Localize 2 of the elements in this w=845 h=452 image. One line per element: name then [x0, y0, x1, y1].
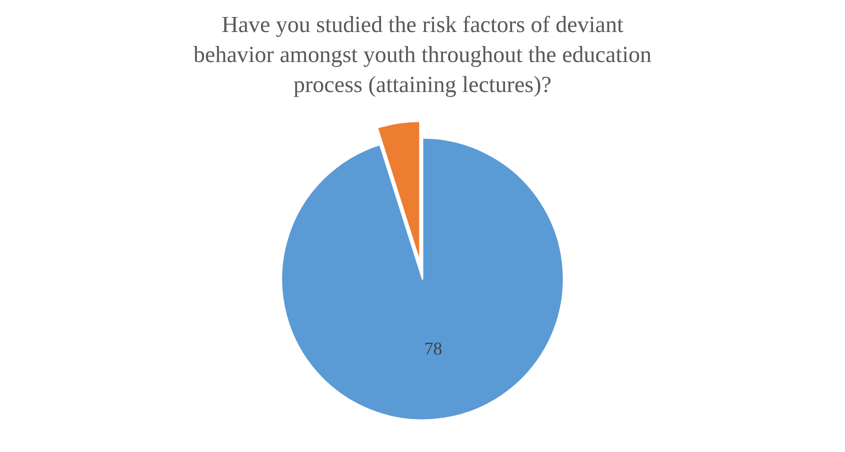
chart-title: Have you studied the risk factors of deviant behavior amongst youth throughout the education process (attaining lectures)? [194, 12, 652, 97]
data-label: 78 [424, 338, 442, 359]
